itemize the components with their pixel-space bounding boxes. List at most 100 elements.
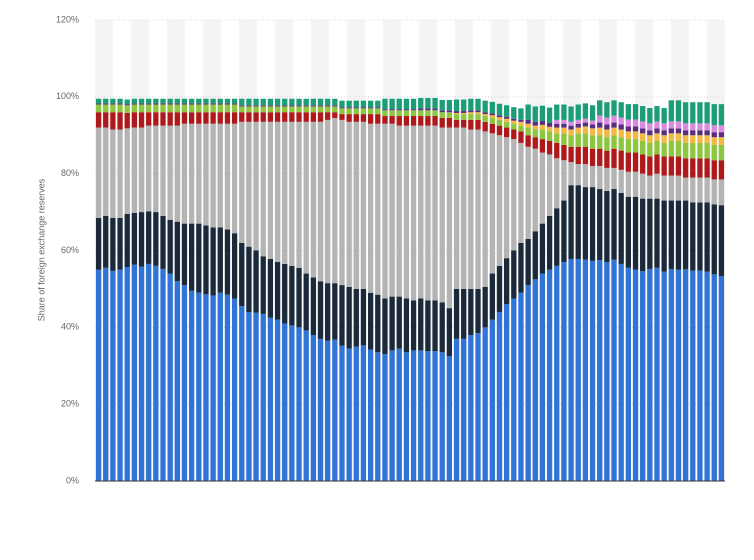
bar-segment [647, 135, 653, 143]
bar-segment [546, 269, 553, 481]
bar-segment [403, 125, 410, 299]
bar-segment [217, 103, 223, 105]
bar-segment [625, 126, 632, 132]
bar-segment [554, 123, 560, 128]
bar-segment [403, 298, 410, 353]
bar-segment [453, 114, 460, 120]
bar-segment [618, 192, 624, 264]
bar-segment [446, 127, 453, 309]
bar-segment [461, 114, 467, 120]
bar-segment [203, 112, 209, 124]
bar-segment [403, 352, 410, 481]
bar-segment [647, 130, 653, 136]
bar-segment [468, 335, 474, 481]
bar-segment [461, 111, 467, 113]
bar-segment [604, 124, 610, 130]
bar-segment [181, 285, 188, 481]
bar-segment [410, 98, 417, 110]
bar-segment [246, 106, 252, 113]
bar-segment [453, 111, 460, 113]
bar-segment [618, 169, 624, 193]
bar-segment [632, 126, 639, 132]
bar-segment [489, 133, 495, 274]
bar-segment [640, 154, 646, 174]
bar-segment [353, 108, 359, 115]
bar-segment [296, 267, 302, 328]
bar-segment [418, 108, 424, 111]
bar-segment [124, 128, 130, 215]
bar-segment [461, 112, 467, 115]
bar-segment [332, 112, 338, 118]
bar-segment [389, 350, 395, 481]
bar-segment [582, 103, 589, 119]
bar-segment [375, 123, 381, 295]
bar-segment [589, 105, 596, 121]
bar-segment [146, 103, 152, 105]
bar-segment [339, 119, 345, 286]
bar-segment [568, 146, 574, 163]
bar-segment [682, 135, 689, 143]
bar-segment [482, 114, 488, 117]
bar-segment [525, 146, 531, 239]
bar-segment [518, 142, 524, 243]
bar-segment [503, 137, 510, 259]
bar-segment [525, 123, 531, 128]
bar-segment [697, 158, 703, 178]
bar-segment [296, 112, 302, 122]
bar-segment [403, 116, 410, 126]
bar-segment [675, 200, 682, 270]
bar-segment [611, 122, 617, 128]
y-tick-label: 100% [56, 91, 79, 101]
bar-segment [668, 141, 674, 157]
bar-segment [561, 119, 567, 124]
bar-segment [554, 142, 560, 159]
bar-segment [396, 110, 402, 117]
bar-segment [475, 288, 481, 334]
bar-segment [489, 273, 495, 320]
bar-segment [153, 103, 159, 105]
bar-segment [668, 156, 674, 176]
bar-segment [282, 112, 288, 122]
bar-segment [518, 119, 524, 122]
bar-segment [439, 302, 445, 353]
bar-segment [246, 98, 252, 106]
bar-segment [260, 106, 266, 113]
bar-segment [511, 139, 517, 251]
bar-segment [625, 139, 632, 153]
bar-segment [640, 271, 646, 481]
bar-segment [446, 308, 453, 357]
bar-segment [432, 110, 438, 117]
bar-segment [611, 259, 617, 481]
bar-segment [697, 142, 703, 159]
bar-segment [675, 269, 682, 481]
bar-segment [718, 132, 725, 138]
bar-segment [375, 294, 381, 353]
bar-segment [296, 105, 302, 107]
bar-segment [203, 123, 209, 226]
bar-segment [682, 200, 689, 270]
bar-segment [632, 269, 639, 481]
bar-segment [410, 116, 417, 126]
bar-segment [525, 135, 531, 147]
bar-segment [711, 204, 717, 275]
bar-segment [489, 101, 495, 114]
bar-segment [167, 103, 173, 105]
bar-segment [317, 121, 324, 282]
bar-segment [532, 121, 538, 126]
bar-segment [274, 121, 281, 263]
bar-segment [539, 121, 546, 125]
bar-segment [611, 189, 617, 260]
bar-segment [546, 141, 553, 155]
bar-segment [682, 177, 689, 201]
bar-segment [339, 114, 345, 120]
bar-segment [167, 125, 173, 220]
bar-segment [425, 110, 431, 117]
bar-segment [539, 152, 546, 224]
bar-segment [682, 130, 689, 136]
bar-segment [210, 123, 216, 228]
bar-segment [432, 108, 438, 111]
bar-segment [697, 177, 703, 203]
bar-segment [296, 106, 302, 113]
bar-segment [668, 200, 674, 269]
bar-segment [174, 112, 180, 126]
